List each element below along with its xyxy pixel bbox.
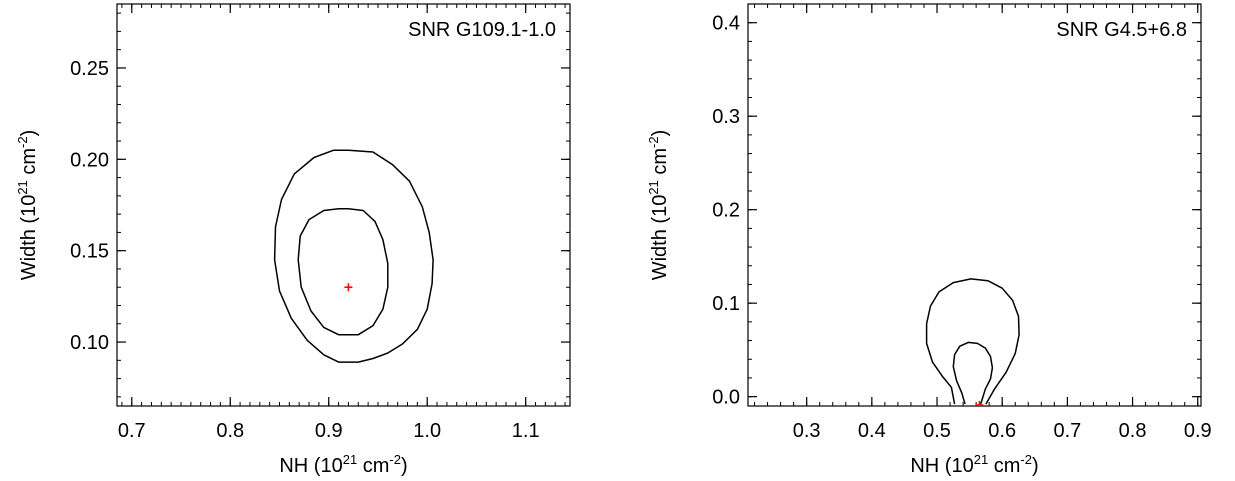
y-tick-label: 0.10 [70,332,109,354]
y-tick-label: 0.15 [70,241,109,263]
x-axis-title-sup2: -2 [389,452,401,467]
x-axis-title: NH (1021 cm-2) [279,452,407,477]
y-axis-title: Width (1021 cm-2) [646,130,671,281]
best-fit-marker [344,283,353,292]
x-tick-label: 0.9 [315,420,343,442]
x-axis-title-main: NH (10 [910,455,973,477]
y-axis-title-sup1: 21 [646,180,661,194]
x-tick-label: 0.7 [118,420,146,442]
x-axis-title-sup1: 21 [343,452,357,467]
best-fit-marker [975,401,984,406]
y-axis-title-sup1: 21 [15,180,30,194]
y-tick-label: 0.25 [70,58,109,80]
x-axis-title-sup1: 21 [974,452,988,467]
y-axis-title-mid: cm [18,148,40,180]
x-tick-label: 0.4 [858,420,886,442]
y-axis-title-mid: cm [649,148,671,180]
y-axis-title-main: Width (10 [649,195,671,281]
x-tick-label: 1.0 [413,420,441,442]
chart-panel-1: 0.7 0.8 0.9 1.0 1.1 0.10 0.15 0.20 0.25 SNR G109.… [15,3,571,477]
contour-inner [952,341,994,405]
x-tick-label: 0.3 [793,420,821,442]
panel-title: SNR G109.1-1.0 [408,19,556,41]
contour-inner [297,207,389,336]
y-axis-title-main: Width (10 [18,195,40,281]
x-tick-label: 0.8 [1119,420,1147,442]
x-axis-title: NH (1021 cm-2) [910,452,1038,477]
x-axis-title-end: ) [401,455,408,477]
y-tick-label: 0.0 [712,387,740,409]
plot-area [273,149,434,363]
plot-frame [116,3,571,407]
x-axis-title-mid: cm [988,455,1020,477]
y-tick-label: 0.3 [712,106,740,128]
x-axis-title-mid: cm [357,455,389,477]
chart-panel-2: 0.3 0.4 0.5 0.6 0.7 0.8 0.9 0.0 0.1 0.2 0.3 0.4 SNR … [646,3,1212,477]
x-axis-title-end: ) [1032,455,1039,477]
x-tick-label: 1.1 [512,420,540,442]
x-axis-title-main: NH (10 [279,455,342,477]
x-tick-label: 0.8 [216,420,244,442]
plot-area [925,278,1020,406]
y-axis-title: Width (1021 cm-2) [15,130,40,281]
y-tick-label: 0.4 [712,13,740,35]
y-tick-label: 0.2 [712,200,740,222]
y-axis-title-sup2: -2 [15,136,30,148]
x-axis-title-sup2: -2 [1020,452,1032,467]
y-axis-title-end: ) [18,130,40,137]
y-axis-title-end: ) [649,130,671,137]
y-axis-title-sup2: -2 [646,136,661,148]
x-tick-label: 0.7 [1053,420,1081,442]
x-tick-label: 0.6 [988,420,1016,442]
x-tick-label: 0.5 [923,420,951,442]
contour-outer [925,278,1020,405]
y-tick-label: 0.20 [70,149,109,171]
plot-frame [747,3,1202,407]
x-tick-label: 0.9 [1184,420,1212,442]
panel-title: SNR G4.5+6.8 [1056,19,1187,41]
y-tick-label: 0.1 [712,293,740,315]
contour-outer [273,149,434,363]
